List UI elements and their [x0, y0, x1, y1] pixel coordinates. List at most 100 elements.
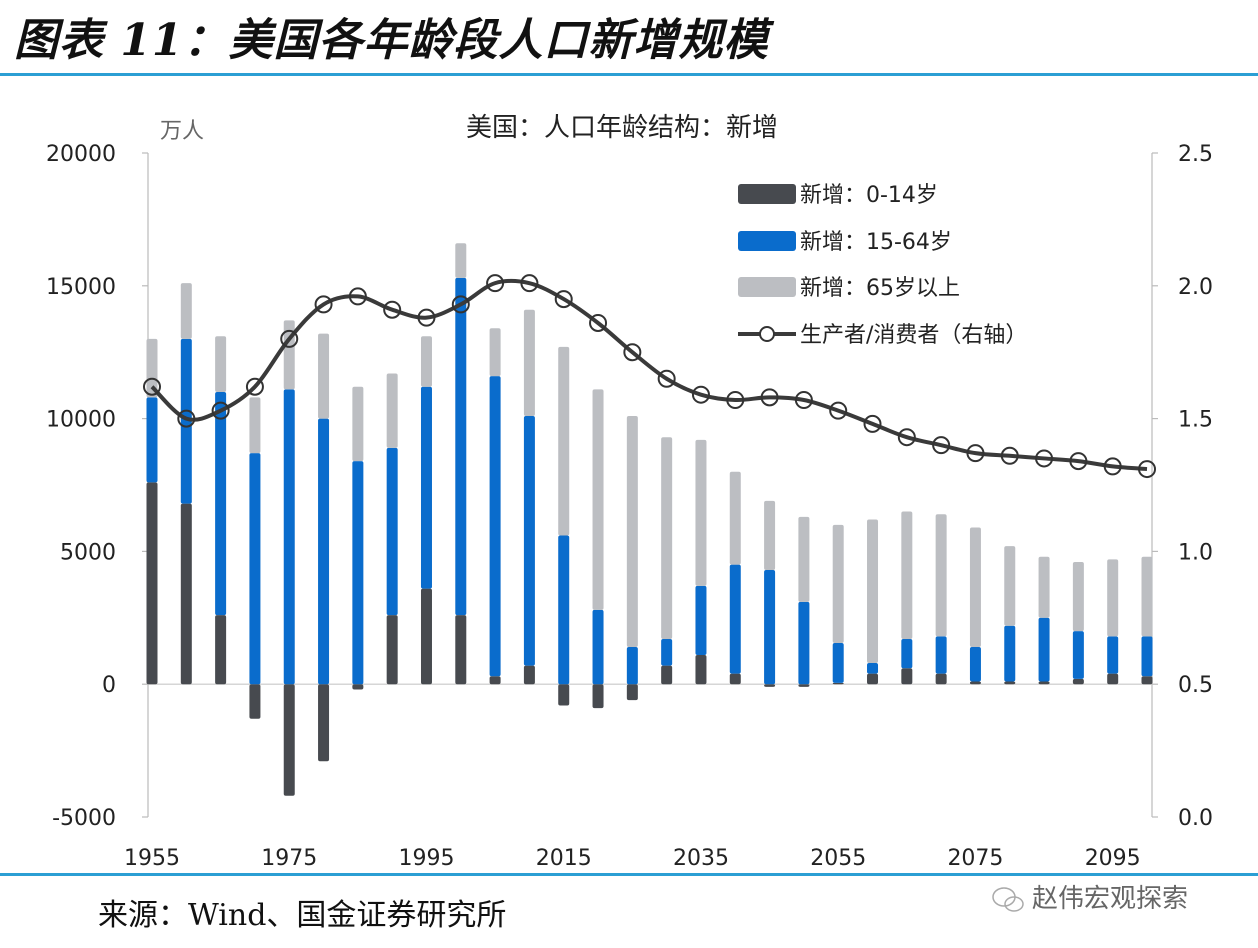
- bar-age-65-plus: [1107, 559, 1119, 637]
- ratio-line-marker: [314, 295, 333, 314]
- legend-label: 新增：0-14岁: [800, 183, 938, 208]
- x-axis-tick-label: 2055: [810, 846, 866, 870]
- legend-label: 生产者/消费者（右轴）: [800, 323, 1027, 348]
- ratio-line-marker: [863, 414, 882, 433]
- watermark: 赵伟宏观探索: [990, 878, 1188, 915]
- ratio-line-marker: [1069, 452, 1088, 471]
- bar-age-15-64: [1038, 617, 1050, 682]
- right-axis-tick-label: 0.5: [1178, 673, 1213, 698]
- bar-age-15-64: [146, 397, 158, 483]
- ratio-line-marker: [760, 388, 779, 407]
- x-axis-tick-label: 2095: [1085, 846, 1141, 870]
- left-axis-tick-label: 20000: [46, 142, 116, 167]
- ratio-line-marker: [1103, 457, 1122, 476]
- chart: 美国：人口年龄结构：新增 万人 -5000 0 5000 10000 15000 20000 0…: [46, 113, 1213, 870]
- x-axis-tick-label: 1995: [398, 846, 454, 870]
- bar-age-65-plus: [935, 514, 947, 637]
- bar-age-0-14: [798, 684, 810, 687]
- ratio-line-marker: [897, 428, 916, 447]
- bar-age-65-plus: [420, 336, 432, 387]
- ratio-line-marker: [1138, 460, 1156, 479]
- ratio-line-marker: [726, 391, 745, 410]
- ratio-line-marker: [177, 409, 196, 428]
- bar-age-0-14: [215, 615, 227, 685]
- bar-age-65-plus: [1004, 546, 1016, 626]
- ratio-line-marker: [657, 369, 676, 388]
- bar-age-15-64: [901, 639, 913, 669]
- bar-age-15-64: [283, 389, 295, 685]
- bar-age-65-plus: [146, 338, 158, 398]
- bar-age-65-plus: [901, 511, 913, 640]
- bar-age-15-64: [523, 415, 535, 666]
- bar-age-15-64: [1004, 625, 1016, 682]
- ratio-line-marker: [451, 295, 470, 314]
- right-axis-tick-label: 1.5: [1178, 408, 1213, 433]
- bar-age-0-14: [455, 615, 467, 685]
- legend-swatch-ratio-marker: [759, 326, 775, 342]
- bar-age-65-plus: [764, 500, 776, 570]
- bar-age-65-plus: [661, 437, 673, 640]
- bar-age-0-14: [318, 684, 330, 762]
- bar-age-0-14: [523, 665, 535, 685]
- bar-age-15-64: [489, 376, 501, 677]
- bar-age-15-64: [832, 643, 844, 683]
- bar-age-15-64: [455, 277, 467, 616]
- source-note: 来源：Wind、国金证券研究所: [98, 898, 507, 933]
- chart-title: 美国：人口年龄结构：新增: [466, 113, 778, 143]
- bar-age-0-14: [249, 684, 261, 719]
- ratio-line-marker: [589, 313, 608, 332]
- ratio-line-marker: [486, 274, 505, 293]
- bar-age-65-plus: [969, 527, 981, 648]
- bar-age-15-64: [180, 338, 192, 504]
- ratio-line-marker: [245, 377, 264, 396]
- right-axis-tick-label: 2.0: [1178, 275, 1213, 300]
- bar-age-15-64: [249, 453, 261, 685]
- bar-age-15-64: [215, 392, 227, 616]
- legend-swatch-age-65-plus: [738, 277, 796, 297]
- left-axis-tick-label: 5000: [60, 540, 116, 565]
- bar-age-15-64: [798, 601, 810, 685]
- bar-age-0-14: [146, 482, 158, 685]
- bar-age-0-14: [1141, 676, 1153, 685]
- bar-age-65-plus: [523, 309, 535, 416]
- ratio-line: [150, 278, 1148, 472]
- x-axis-tick-label: 2075: [947, 846, 1003, 870]
- bar-age-65-plus: [1141, 556, 1153, 637]
- bar-age-0-14: [283, 684, 295, 796]
- ratio-line-marker: [623, 343, 642, 362]
- ratio-line-marker: [383, 300, 402, 319]
- ratio-line-marker: [211, 401, 230, 420]
- bar-age-0-14: [901, 668, 913, 685]
- bar-age-15-64: [729, 564, 741, 674]
- bar-age-0-14: [1038, 681, 1050, 685]
- bar-age-65-plus: [352, 386, 364, 462]
- ratio-line-marker: [143, 377, 161, 396]
- bar-age-0-14: [626, 684, 638, 701]
- bar-age-0-14: [867, 673, 879, 685]
- bar-age-15-64: [969, 647, 981, 682]
- ratio-line-marker: [280, 329, 299, 348]
- bar-age-15-64: [558, 535, 570, 685]
- bar-age-65-plus: [318, 333, 330, 419]
- bar-age-65-plus: [558, 346, 570, 536]
- bar-age-15-64: [386, 447, 398, 616]
- right-axis-tick-label: 0.0: [1178, 806, 1213, 831]
- bar-age-0-14: [935, 673, 947, 685]
- bar-age-0-14: [661, 665, 673, 685]
- right-axis-tick-label: 2.5: [1178, 142, 1213, 167]
- bar-age-0-14: [729, 673, 741, 685]
- bar-age-65-plus: [180, 283, 192, 339]
- bar-age-15-64: [695, 585, 707, 655]
- left-axis-tick-label: -5000: [52, 806, 116, 831]
- ratio-line-marker: [1000, 446, 1019, 465]
- bar-age-65-plus: [455, 243, 467, 278]
- footer-divider: [0, 873, 1258, 876]
- bar-age-15-64: [1141, 636, 1153, 677]
- bar-age-15-64: [661, 639, 673, 666]
- x-axis-tick-label: 1975: [261, 846, 317, 870]
- bar-age-65-plus: [489, 328, 501, 377]
- ratio-line-marker: [966, 444, 985, 463]
- bar-age-0-14: [180, 503, 192, 685]
- bar-age-65-plus: [867, 519, 879, 663]
- legend-swatch-age-15-64: [738, 231, 796, 251]
